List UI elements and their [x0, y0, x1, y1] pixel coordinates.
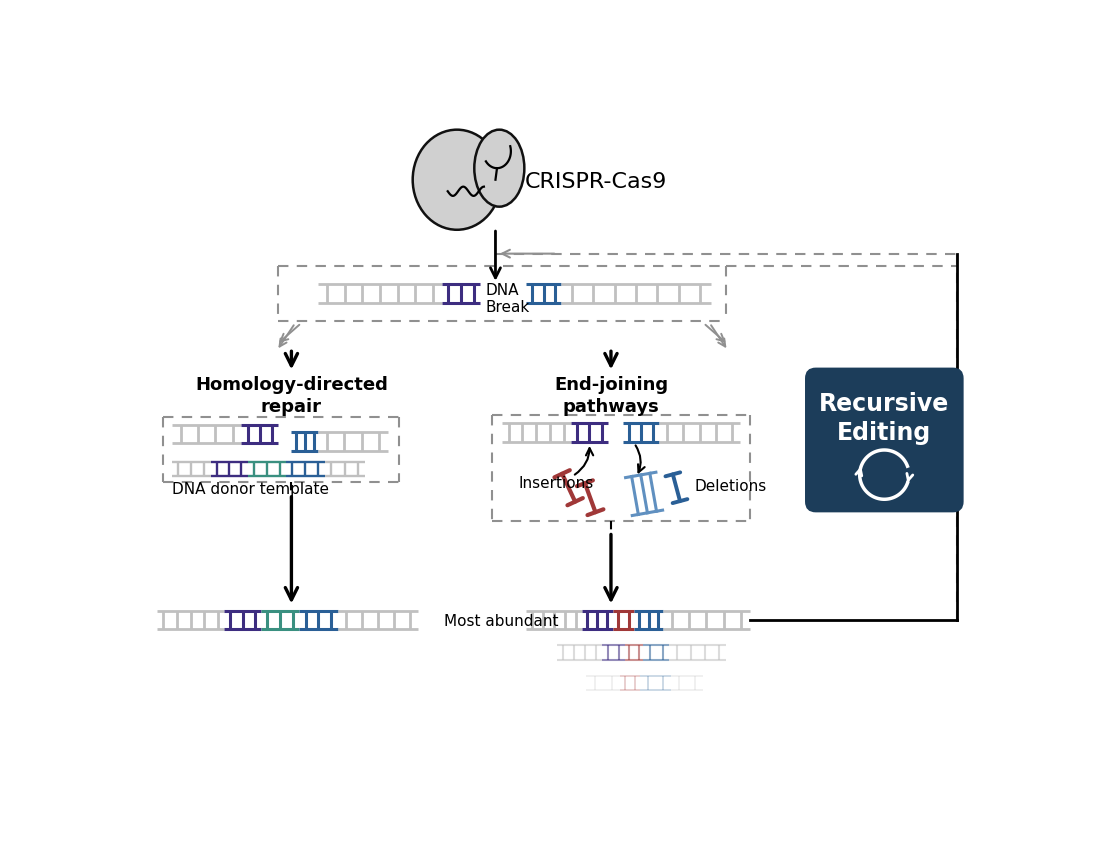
- Text: End-joining
pathways: End-joining pathways: [554, 376, 668, 416]
- Text: Recursive
Editing: Recursive Editing: [819, 392, 950, 445]
- Text: Most abundant: Most abundant: [444, 615, 558, 629]
- Text: DNA donor template: DNA donor template: [172, 482, 329, 496]
- Text: Homology-directed
repair: Homology-directed repair: [195, 376, 388, 416]
- Ellipse shape: [474, 129, 524, 206]
- Ellipse shape: [412, 129, 501, 229]
- Text: Insertions: Insertions: [519, 477, 594, 491]
- Text: DNA
Break: DNA Break: [485, 282, 530, 315]
- FancyBboxPatch shape: [806, 367, 964, 513]
- Text: Deletions: Deletions: [694, 479, 767, 494]
- Text: CRISPR-Cas9: CRISPR-Cas9: [525, 172, 667, 192]
